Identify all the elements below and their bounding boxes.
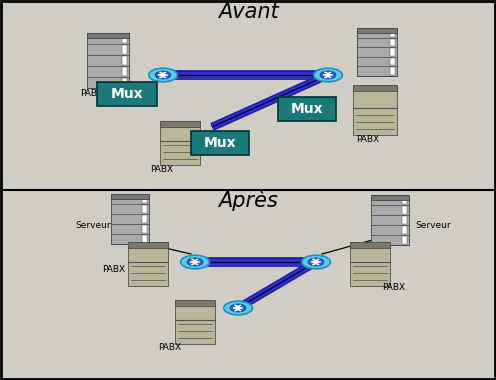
- Ellipse shape: [149, 68, 177, 82]
- Bar: [402, 196, 407, 204]
- Bar: [371, 195, 409, 245]
- Bar: [402, 226, 407, 234]
- Bar: [357, 28, 397, 33]
- Bar: [390, 29, 395, 36]
- Bar: [122, 44, 127, 54]
- Text: PABX: PABX: [158, 344, 181, 353]
- Bar: [128, 242, 168, 262]
- Ellipse shape: [225, 302, 253, 315]
- Bar: [122, 78, 127, 87]
- Bar: [111, 194, 149, 199]
- Ellipse shape: [187, 258, 203, 266]
- Bar: [402, 236, 407, 244]
- Ellipse shape: [314, 70, 343, 82]
- Bar: [122, 66, 127, 76]
- Bar: [350, 242, 390, 248]
- Ellipse shape: [182, 256, 210, 269]
- Bar: [390, 48, 395, 56]
- Ellipse shape: [320, 71, 336, 79]
- Bar: [128, 262, 168, 286]
- Text: Mux: Mux: [291, 102, 323, 116]
- Bar: [353, 85, 397, 91]
- Text: Serveur: Serveur: [75, 220, 111, 230]
- Bar: [142, 195, 147, 203]
- Ellipse shape: [302, 255, 330, 269]
- Bar: [87, 33, 129, 87]
- Bar: [390, 58, 395, 65]
- Text: Après: Après: [218, 189, 278, 211]
- Ellipse shape: [303, 256, 331, 269]
- Text: Mux: Mux: [111, 87, 143, 101]
- Bar: [142, 215, 147, 223]
- Text: PABX: PABX: [150, 166, 174, 174]
- Ellipse shape: [155, 71, 171, 79]
- Text: PABX: PABX: [80, 90, 103, 98]
- Bar: [390, 39, 395, 46]
- Bar: [390, 67, 395, 75]
- Bar: [402, 206, 407, 214]
- Bar: [128, 242, 168, 248]
- Bar: [353, 108, 397, 135]
- Ellipse shape: [313, 68, 342, 82]
- Bar: [87, 33, 129, 38]
- Bar: [175, 300, 215, 320]
- Bar: [353, 85, 397, 108]
- Bar: [122, 33, 127, 43]
- Ellipse shape: [150, 70, 178, 82]
- Bar: [160, 141, 200, 165]
- Text: PABX: PABX: [382, 282, 405, 291]
- Ellipse shape: [230, 304, 246, 312]
- Ellipse shape: [308, 258, 324, 266]
- Text: Serveur: Serveur: [415, 220, 451, 230]
- Bar: [142, 205, 147, 213]
- Text: PABX: PABX: [357, 136, 379, 144]
- Bar: [191, 131, 249, 155]
- Bar: [111, 194, 149, 244]
- Bar: [160, 121, 200, 141]
- Bar: [402, 216, 407, 224]
- Bar: [142, 225, 147, 233]
- Ellipse shape: [224, 301, 252, 315]
- Bar: [175, 320, 215, 344]
- Bar: [371, 195, 409, 200]
- Bar: [278, 97, 336, 121]
- Bar: [357, 28, 397, 76]
- Text: Avant: Avant: [218, 2, 278, 22]
- Bar: [175, 300, 215, 306]
- Bar: [142, 235, 147, 243]
- Text: PABX: PABX: [102, 266, 125, 274]
- Bar: [122, 55, 127, 65]
- Text: Mux: Mux: [204, 136, 236, 150]
- Bar: [350, 242, 390, 262]
- Bar: [97, 82, 157, 106]
- Ellipse shape: [181, 255, 209, 269]
- Bar: [160, 121, 200, 127]
- Bar: [350, 262, 390, 286]
